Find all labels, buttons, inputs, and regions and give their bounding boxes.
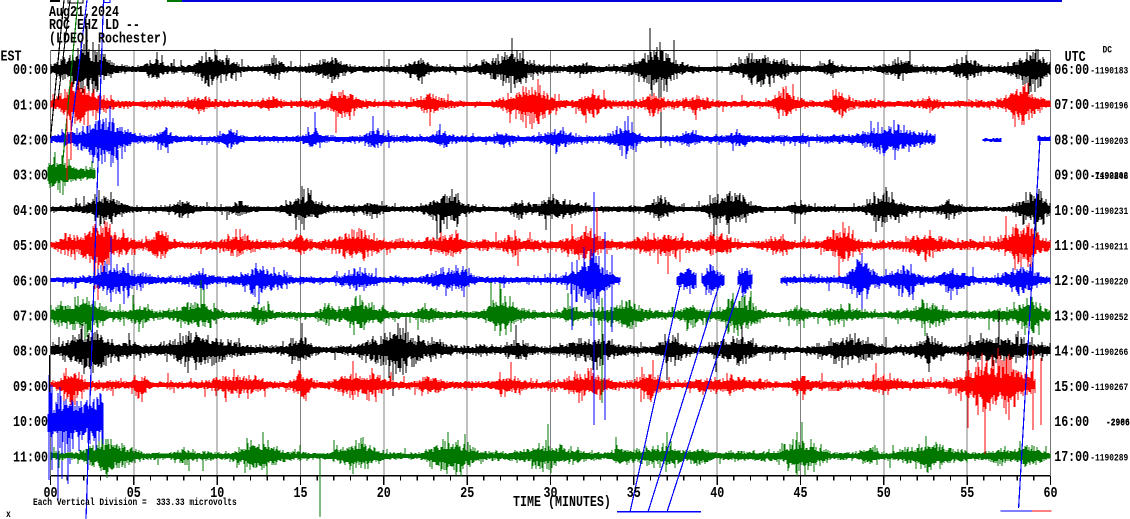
svg-text:00: 00 bbox=[44, 486, 58, 503]
svg-text:03:00: 03:00 bbox=[13, 168, 48, 185]
svg-text:60: 60 bbox=[1044, 486, 1058, 503]
svg-text:-1190231: -1190231 bbox=[1090, 206, 1128, 217]
svg-text:55: 55 bbox=[960, 486, 974, 503]
svg-text:40: 40 bbox=[710, 486, 724, 503]
svg-text:20: 20 bbox=[377, 486, 391, 503]
svg-text:ROC EHZ LD --: ROC EHZ LD -- bbox=[49, 18, 140, 35]
svg-text:-2986: -2986 bbox=[1106, 417, 1130, 428]
svg-text:-1190267: -1190267 bbox=[1090, 382, 1128, 393]
svg-text:17:00: 17:00 bbox=[1054, 450, 1089, 467]
svg-text:10:00: 10:00 bbox=[1054, 204, 1089, 221]
svg-text:10: 10 bbox=[210, 486, 224, 503]
svg-text:12:00: 12:00 bbox=[1054, 274, 1089, 291]
svg-text:00:00: 00:00 bbox=[13, 63, 48, 80]
svg-text:02:00: 02:00 bbox=[13, 133, 48, 150]
svg-text:(LDEO, Rochester): (LDEO, Rochester) bbox=[49, 31, 168, 48]
svg-text:-1190196: -1190196 bbox=[1090, 101, 1128, 112]
svg-text:x: x bbox=[6, 509, 11, 519]
svg-text:13:00: 13:00 bbox=[1054, 309, 1089, 326]
svg-text:06:00: 06:00 bbox=[1054, 63, 1089, 80]
svg-text:14:00: 14:00 bbox=[1054, 344, 1089, 361]
svg-text:07:00: 07:00 bbox=[1054, 98, 1089, 115]
svg-text:Aug21,2024: Aug21,2024 bbox=[49, 5, 119, 22]
svg-text:DC: DC bbox=[1103, 45, 1113, 56]
svg-text:25: 25 bbox=[460, 486, 474, 503]
svg-text:30: 30 bbox=[544, 486, 558, 503]
svg-text:Each Vertical Division = 333.: Each Vertical Division = 333.33 microvol… bbox=[33, 497, 237, 508]
svg-text:UTC: UTC bbox=[1065, 50, 1086, 67]
svg-text:05:00: 05:00 bbox=[13, 239, 48, 256]
svg-text:-7492802: -7492802 bbox=[1090, 171, 1128, 182]
svg-text:15:00: 15:00 bbox=[1054, 380, 1089, 397]
svg-text:07:00: 07:00 bbox=[13, 309, 48, 326]
svg-text:08:00: 08:00 bbox=[1054, 133, 1089, 150]
svg-text:-1190289: -1190289 bbox=[1090, 453, 1128, 464]
svg-text:-1190220: -1190220 bbox=[1090, 277, 1128, 288]
svg-text:11:00: 11:00 bbox=[1054, 239, 1089, 256]
svg-text:15: 15 bbox=[294, 486, 308, 503]
svg-text:-1190266: -1190266 bbox=[1090, 347, 1128, 358]
svg-text:09:00: 09:00 bbox=[1054, 168, 1089, 185]
svg-text:35: 35 bbox=[627, 486, 641, 503]
svg-text:06:00: 06:00 bbox=[13, 274, 48, 291]
svg-text:50: 50 bbox=[877, 486, 891, 503]
svg-text:45: 45 bbox=[794, 486, 808, 503]
svg-text:-1190183: -1190183 bbox=[1090, 66, 1128, 77]
svg-text:09:00: 09:00 bbox=[13, 380, 48, 397]
svg-text:04:00: 04:00 bbox=[13, 204, 48, 221]
svg-text:01:00: 01:00 bbox=[13, 98, 48, 115]
svg-text:05: 05 bbox=[127, 486, 141, 503]
svg-text:11:00: 11:00 bbox=[13, 450, 48, 467]
svg-text:16:00: 16:00 bbox=[1054, 415, 1089, 432]
svg-text:10:00: 10:00 bbox=[13, 415, 48, 432]
svg-text:EST: EST bbox=[1, 49, 22, 66]
svg-text:TIME (MINUTES): TIME (MINUTES) bbox=[513, 495, 611, 512]
svg-text:08:00: 08:00 bbox=[13, 344, 48, 361]
svg-text:-1190203: -1190203 bbox=[1090, 136, 1128, 147]
svg-text:-2906: -2906 bbox=[1106, 418, 1130, 429]
svg-text:-1190246: -1190246 bbox=[1090, 171, 1128, 182]
svg-text:-1190211: -1190211 bbox=[1090, 242, 1128, 253]
svg-text:-1190252: -1190252 bbox=[1090, 312, 1128, 323]
